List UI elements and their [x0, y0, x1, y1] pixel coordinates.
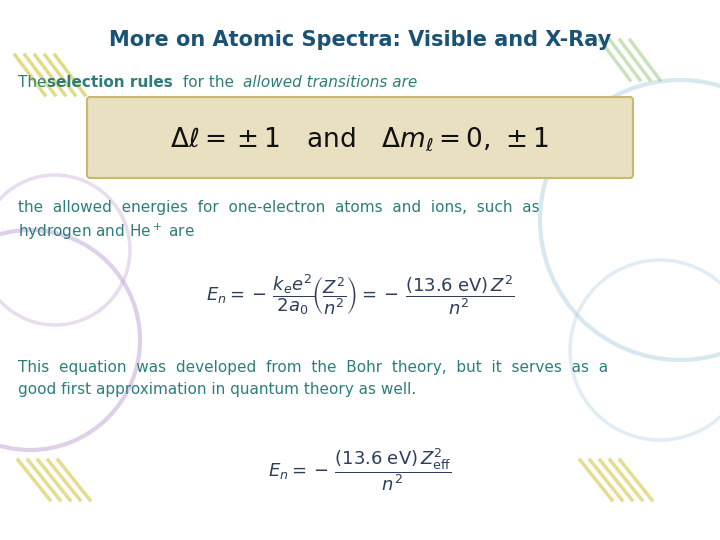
Text: More on Atomic Spectra: Visible and X-Ray: More on Atomic Spectra: Visible and X-Ra…: [109, 30, 611, 50]
Text: good first approximation in quantum theory as well.: good first approximation in quantum theo…: [18, 382, 416, 397]
FancyBboxPatch shape: [87, 97, 633, 178]
Text: the  allowed  energies  for  one-electron  atoms  and  ions,  such  as: the allowed energies for one-electron at…: [18, 200, 539, 215]
Text: $E_n = -\,\dfrac{(13.6\;\mathrm{eV})\,Z_{\mathrm{eff}}^2}{n^2}$: $E_n = -\,\dfrac{(13.6\;\mathrm{eV})\,Z_…: [268, 447, 452, 494]
Text: This  equation  was  developed  from  the  Bohr  theory,  but  it  serves  as  a: This equation was developed from the Boh…: [18, 360, 608, 375]
Text: for the: for the: [178, 75, 239, 90]
Text: selection rules: selection rules: [47, 75, 173, 90]
Text: allowed transitions are: allowed transitions are: [243, 75, 418, 90]
Text: $E_n = -\,\dfrac{k_e e^2}{2a_0}\!\left(\dfrac{Z^2}{n^2}\right) = -\,\dfrac{(13.6: $E_n = -\,\dfrac{k_e e^2}{2a_0}\!\left(\…: [206, 273, 514, 318]
Text: $\Delta\ell = \pm 1 \quad \mathrm{and} \quad \Delta m_\ell = 0,\, \pm 1$: $\Delta\ell = \pm 1 \quad \mathrm{and} \…: [171, 126, 549, 153]
Text: hydrogen and He$^+$ are: hydrogen and He$^+$ are: [18, 222, 194, 242]
Text: The: The: [18, 75, 51, 90]
